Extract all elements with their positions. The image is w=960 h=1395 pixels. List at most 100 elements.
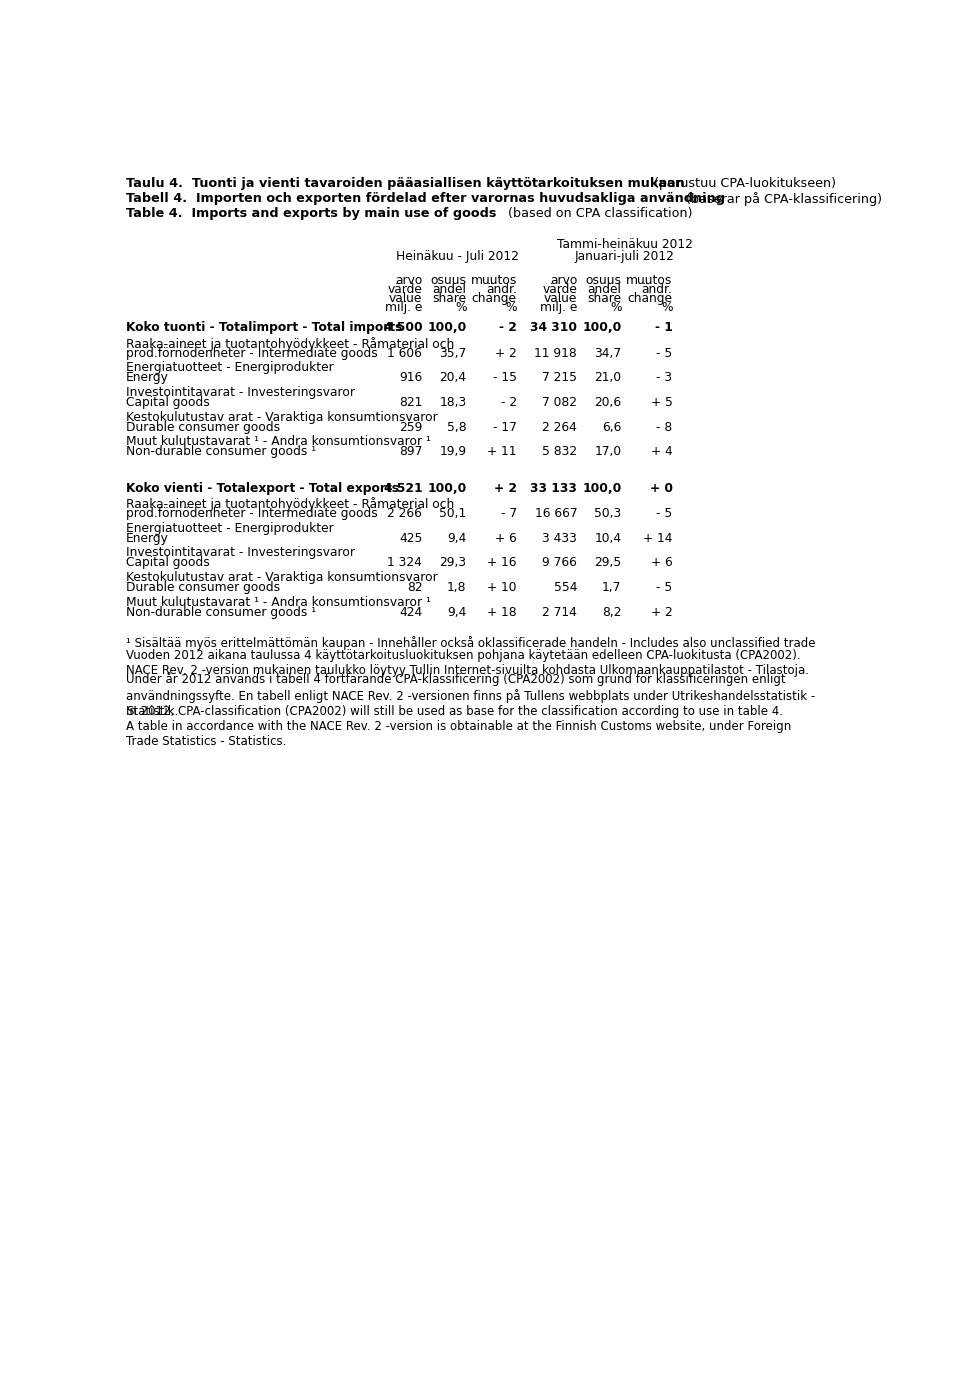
Text: osuus: osuus (430, 273, 467, 286)
Text: 100,0: 100,0 (582, 321, 621, 335)
Text: 100,0: 100,0 (427, 321, 467, 335)
Text: - 8: - 8 (657, 421, 673, 434)
Text: share: share (432, 292, 467, 306)
Text: value: value (389, 292, 422, 306)
Text: Under år 2012 används i tabell 4 fortfarande CPA-klassificering (CPA2002) som gr: Under år 2012 används i tabell 4 fortfar… (126, 672, 815, 717)
Text: Taulu 4.  Tuonti ja vienti tavaroiden pääasiallisen käyttötarkoituksen mukaan: Taulu 4. Tuonti ja vienti tavaroiden pää… (126, 177, 689, 190)
Text: + 14: + 14 (643, 531, 673, 544)
Text: change: change (471, 292, 516, 306)
Text: 34,7: 34,7 (594, 347, 621, 360)
Text: - 17: - 17 (492, 421, 516, 434)
Text: + 6: + 6 (651, 557, 673, 569)
Text: 19,9: 19,9 (440, 445, 467, 459)
Text: 1 606: 1 606 (388, 347, 422, 360)
Text: 5 832: 5 832 (542, 445, 577, 459)
Text: %: % (610, 301, 621, 314)
Text: - 7: - 7 (501, 506, 516, 520)
Text: Table 4.  Imports and exports by main use of goods: Table 4. Imports and exports by main use… (126, 208, 501, 220)
Text: 16 667: 16 667 (535, 506, 577, 520)
Text: + 10: + 10 (488, 580, 516, 594)
Text: 1,7: 1,7 (602, 580, 621, 594)
Text: 29,3: 29,3 (440, 557, 467, 569)
Text: 3 433: 3 433 (542, 531, 577, 544)
Text: Capital goods: Capital goods (126, 557, 210, 569)
Text: Energiatuotteet - Energiprodukter: Energiatuotteet - Energiprodukter (126, 361, 334, 374)
Text: + 2: + 2 (493, 481, 516, 495)
Text: 425: 425 (398, 531, 422, 544)
Text: 35,7: 35,7 (439, 347, 467, 360)
Text: In 2012, CPA-classification (CPA2002) will still be used as base for the classif: In 2012, CPA-classification (CPA2002) wi… (126, 704, 791, 748)
Text: - 3: - 3 (657, 371, 673, 385)
Text: Koko vienti - Totalexport - Total exports: Koko vienti - Totalexport - Total export… (126, 481, 399, 495)
Text: 8,2: 8,2 (602, 605, 621, 618)
Text: 100,0: 100,0 (427, 481, 467, 495)
Text: 259: 259 (398, 421, 422, 434)
Text: value: value (544, 292, 577, 306)
Text: 34 310: 34 310 (530, 321, 577, 335)
Text: 6,6: 6,6 (602, 421, 621, 434)
Text: andel: andel (433, 283, 467, 296)
Text: + 0: + 0 (650, 481, 673, 495)
Text: Investointitavarat - Investeringsvaror: Investointitavarat - Investeringsvaror (126, 547, 355, 559)
Text: 897: 897 (398, 445, 422, 459)
Text: share: share (588, 292, 621, 306)
Text: andel: andel (588, 283, 621, 296)
Text: arvo: arvo (395, 273, 422, 286)
Text: 100,0: 100,0 (582, 481, 621, 495)
Text: + 5: + 5 (651, 396, 673, 409)
Text: - 15: - 15 (492, 371, 516, 385)
Text: Non-durable consumer goods ¹: Non-durable consumer goods ¹ (126, 605, 317, 618)
Text: 50,3: 50,3 (594, 506, 621, 520)
Text: + 18: + 18 (487, 605, 516, 618)
Text: Investointitavarat - Investeringsvaror: Investointitavarat - Investeringsvaror (126, 386, 355, 399)
Text: 9 766: 9 766 (542, 557, 577, 569)
Text: - 1: - 1 (655, 321, 673, 335)
Text: - 5: - 5 (657, 506, 673, 520)
Text: Kestokulutustav arat - Varaktiga konsumtionsvaror: Kestokulutustav arat - Varaktiga konsumt… (126, 410, 438, 424)
Text: 2 264: 2 264 (542, 421, 577, 434)
Text: 916: 916 (399, 371, 422, 385)
Text: Kestokulutustav arat - Varaktiga konsumtionsvaror: Kestokulutustav arat - Varaktiga konsumt… (126, 571, 438, 585)
Text: Tammi-heinäkuu 2012: Tammi-heinäkuu 2012 (557, 239, 693, 251)
Text: 9,4: 9,4 (447, 605, 467, 618)
Text: + 2: + 2 (651, 605, 673, 618)
Text: milj. e: milj. e (385, 301, 422, 314)
Text: 1 324: 1 324 (388, 557, 422, 569)
Text: Heinäkuu - Juli 2012: Heinäkuu - Juli 2012 (396, 250, 519, 262)
Text: Durable consumer goods: Durable consumer goods (126, 421, 280, 434)
Text: Vuoden 2012 aikana taulussa 4 käyttötarkoitusluokituksen pohjana käytetään edell: Vuoden 2012 aikana taulussa 4 käyttötark… (126, 650, 809, 678)
Text: 2 714: 2 714 (542, 605, 577, 618)
Text: Muut kulutustavarat ¹ - Andra konsumtionsvaror ¹: Muut kulutustavarat ¹ - Andra konsumtion… (126, 596, 431, 608)
Text: 29,5: 29,5 (594, 557, 621, 569)
Text: 9,4: 9,4 (447, 531, 467, 544)
Text: (based on CPA classification): (based on CPA classification) (509, 208, 693, 220)
Text: värde: värde (388, 283, 422, 296)
Text: 17,0: 17,0 (594, 445, 621, 459)
Text: 554: 554 (554, 580, 577, 594)
Text: osuus: osuus (586, 273, 621, 286)
Text: %: % (505, 301, 516, 314)
Text: värde: värde (542, 283, 577, 296)
Text: ¹ Sisältää myös erittelmättömän kaupan - Innehåller också oklassificerade handel: ¹ Sisältää myös erittelmättömän kaupan -… (126, 636, 816, 650)
Text: change: change (628, 292, 673, 306)
Text: Muut kulutustavarat ¹ - Andra konsumtionsvaror ¹: Muut kulutustavarat ¹ - Andra konsumtion… (126, 435, 431, 448)
Text: %: % (661, 301, 673, 314)
Text: Energiatuotteet - Energiprodukter: Energiatuotteet - Energiprodukter (126, 522, 334, 534)
Text: 20,6: 20,6 (594, 396, 621, 409)
Text: 2 266: 2 266 (388, 506, 422, 520)
Text: prod.förnödenheter - Intermediate goods: prod.förnödenheter - Intermediate goods (126, 347, 378, 360)
Text: Durable consumer goods: Durable consumer goods (126, 580, 280, 594)
Text: 10,4: 10,4 (594, 531, 621, 544)
Text: 50,1: 50,1 (439, 506, 467, 520)
Text: muutos: muutos (470, 273, 516, 286)
Text: 18,3: 18,3 (439, 396, 467, 409)
Text: 821: 821 (398, 396, 422, 409)
Text: muutos: muutos (626, 273, 673, 286)
Text: Tabell 4.  Importen och exporten fördelad efter varornas huvudsakliga användning: Tabell 4. Importen och exporten fördelad… (126, 193, 730, 205)
Text: (baserar på CPA-klassificering): (baserar på CPA-klassificering) (685, 193, 881, 206)
Text: 82: 82 (407, 580, 422, 594)
Text: 7 082: 7 082 (542, 396, 577, 409)
Text: - 5: - 5 (657, 580, 673, 594)
Text: 4 521: 4 521 (384, 481, 422, 495)
Text: 21,0: 21,0 (594, 371, 621, 385)
